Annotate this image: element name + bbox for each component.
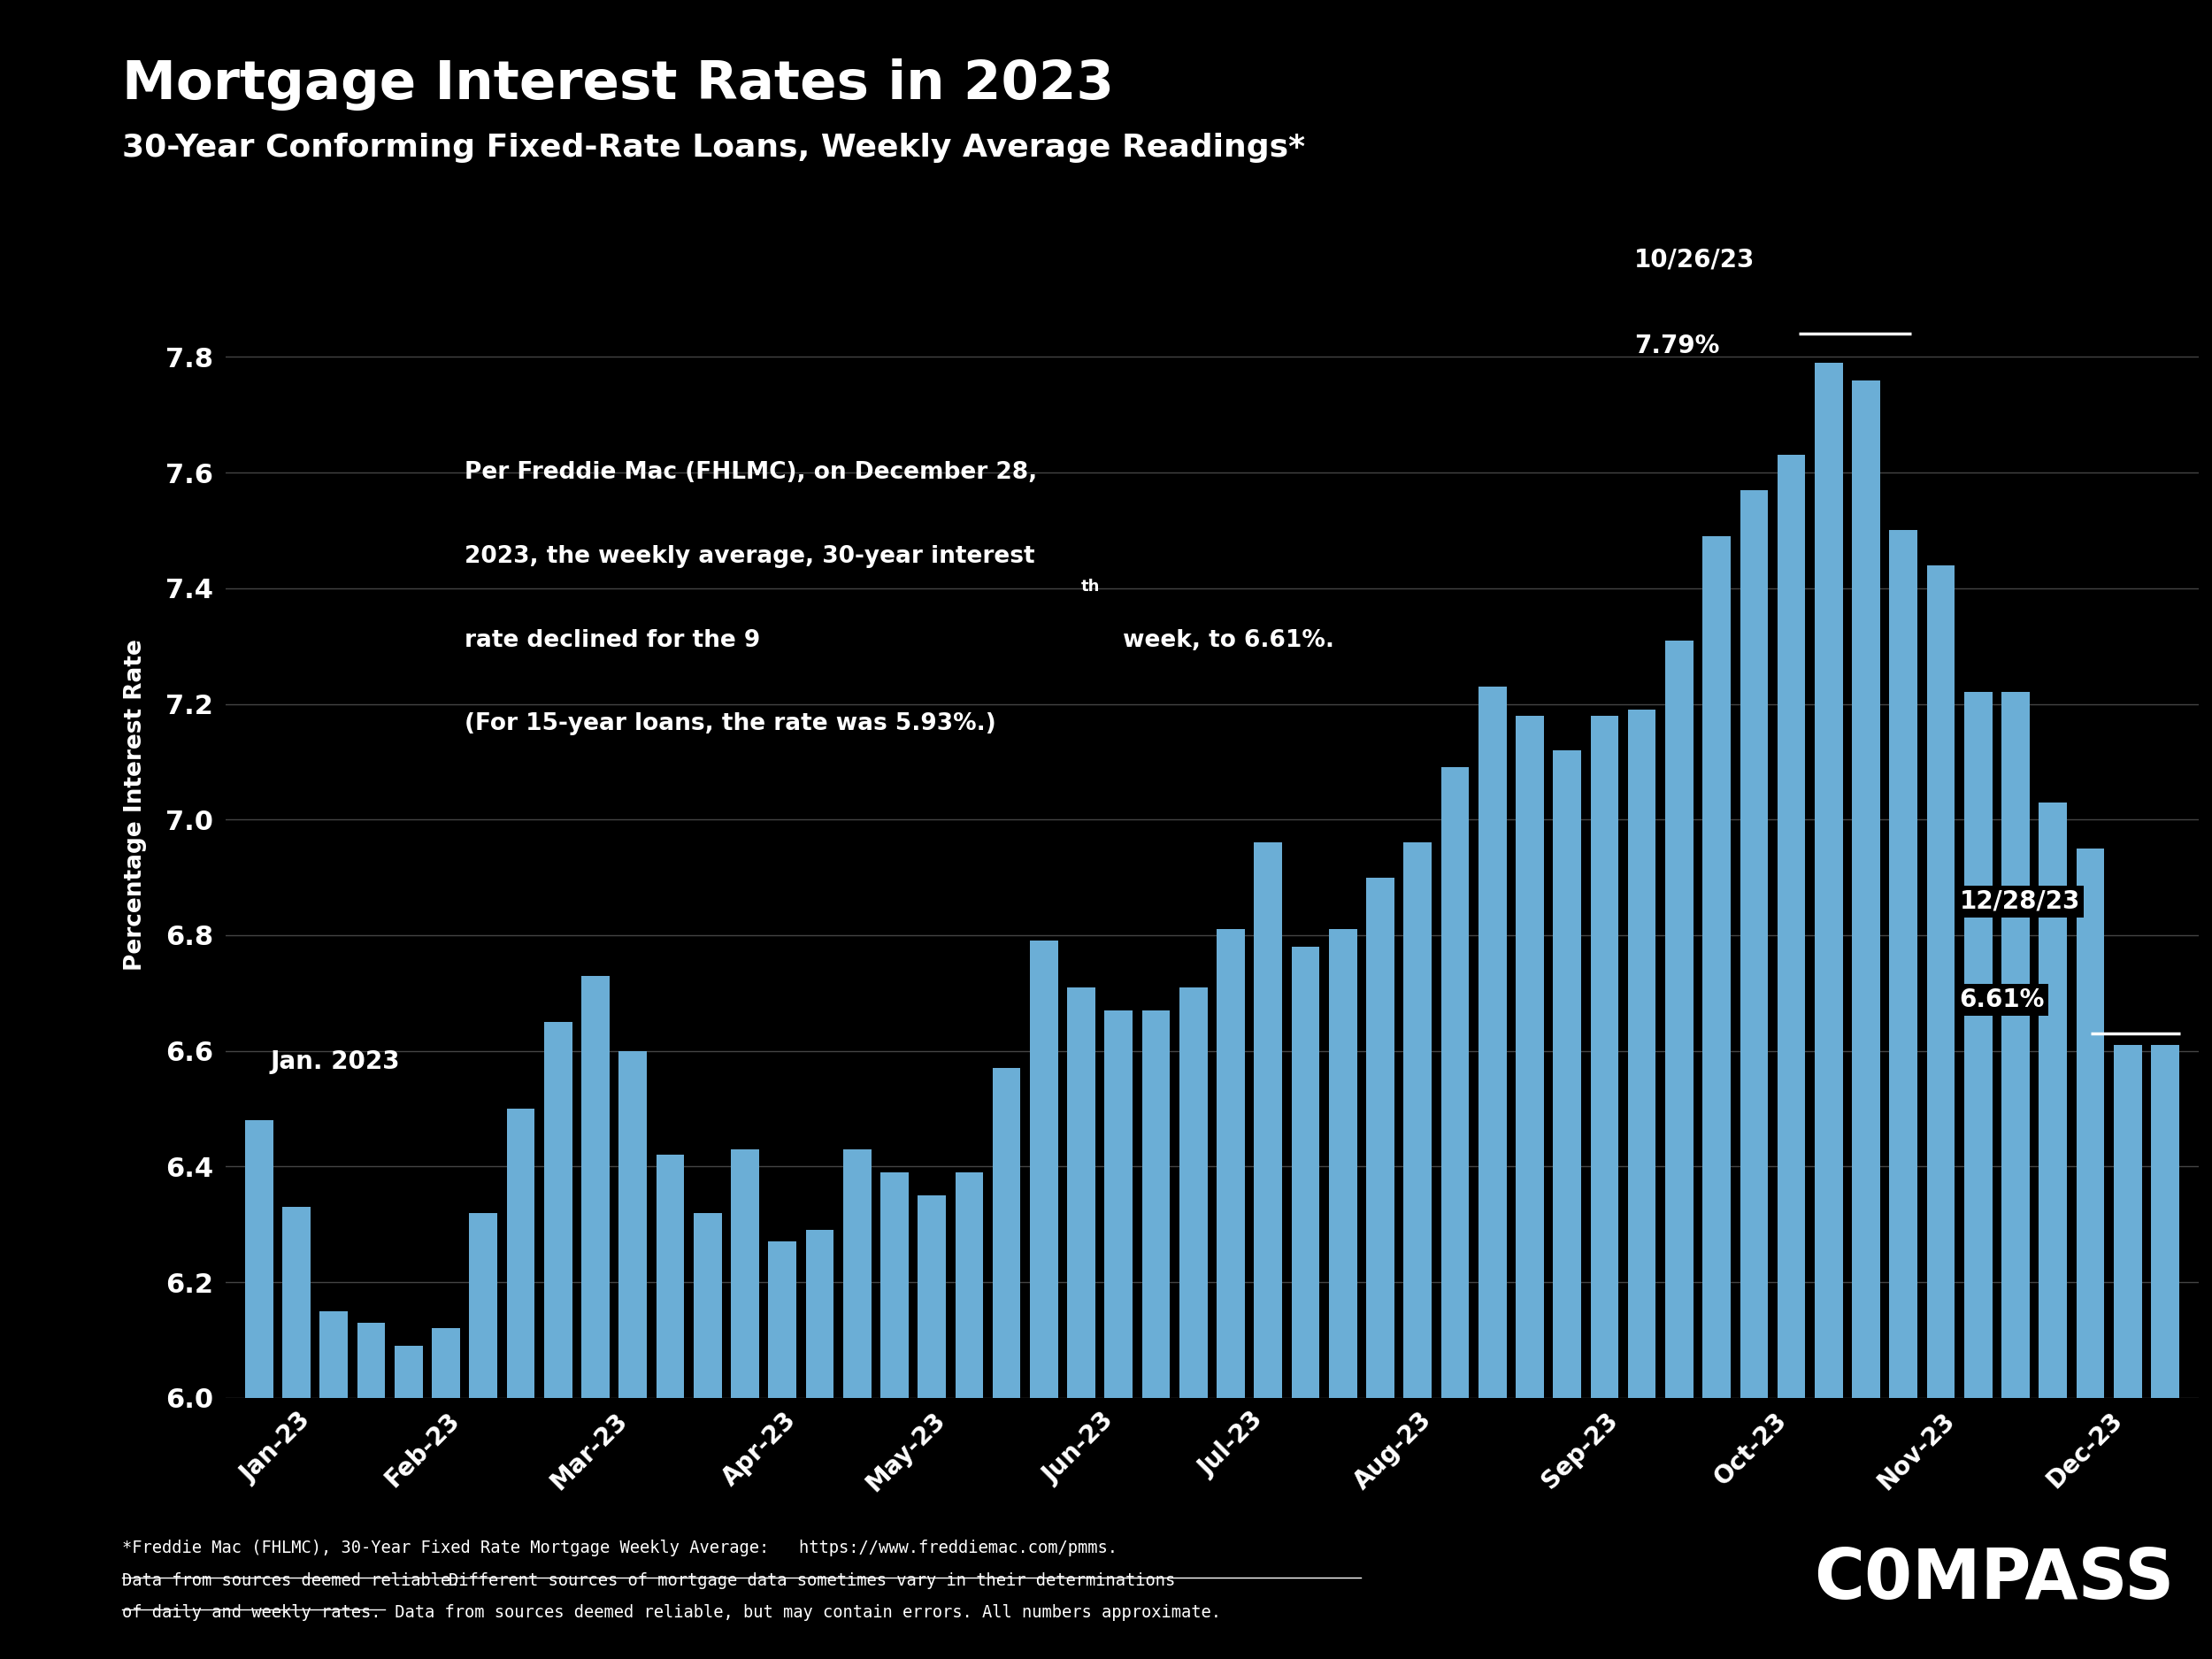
Text: week, to 6.61%.: week, to 6.61%. (1115, 629, 1334, 652)
Bar (2077, 848, 2104, 1659)
Bar (246, 1120, 272, 1659)
Bar (1292, 947, 1321, 1659)
Bar (993, 1068, 1020, 1659)
Bar (507, 1108, 535, 1659)
Text: Data from sources deemed reliable, but may contain errors. All numbers approxima: Data from sources deemed reliable, but m… (385, 1604, 1221, 1621)
Bar (619, 1050, 646, 1659)
Text: 6.61%: 6.61% (1960, 987, 2044, 1012)
Bar (657, 1155, 684, 1659)
Bar (394, 1345, 422, 1659)
Text: 30-Year Conforming Fixed-Rate Loans, Weekly Average Readings*: 30-Year Conforming Fixed-Rate Loans, Wee… (122, 133, 1305, 163)
Bar (2150, 1045, 2179, 1659)
Bar (805, 1229, 834, 1659)
Bar (1405, 843, 1431, 1659)
Bar (356, 1322, 385, 1659)
Bar (431, 1329, 460, 1659)
Bar (1553, 750, 1582, 1659)
Bar (1104, 1010, 1133, 1659)
Bar (1515, 715, 1544, 1659)
Bar (1068, 987, 1095, 1659)
Bar (1927, 566, 1955, 1659)
Text: rate declined for the 9: rate declined for the 9 (465, 629, 761, 652)
Bar (469, 1213, 498, 1659)
Bar (321, 1311, 347, 1659)
Text: *Freddie Mac (FHLMC), 30-Year Fixed Rate Mortgage Weekly Average:   https://www.: *Freddie Mac (FHLMC), 30-Year Fixed Rate… (122, 1540, 1117, 1556)
Bar (1590, 715, 1619, 1659)
Text: 10/26/23: 10/26/23 (1635, 247, 1754, 272)
Text: 7.79%: 7.79% (1635, 333, 1719, 358)
Text: Jan. 2023: Jan. 2023 (270, 1048, 400, 1073)
Text: Different sources of mortgage data sometimes vary in their determinations: Different sources of mortgage data somet… (449, 1573, 1177, 1589)
Bar (1889, 531, 1918, 1659)
Bar (918, 1196, 947, 1659)
Bar (956, 1173, 982, 1659)
Bar (2115, 1045, 2141, 1659)
Bar (582, 975, 611, 1659)
Text: C0MPASS: C0MPASS (1814, 1546, 2174, 1613)
Text: Data from sources deemed reliable.: Data from sources deemed reliable. (122, 1573, 471, 1589)
Text: th: th (1082, 579, 1099, 594)
Text: Per Freddie Mac (FHLMC), on December 28,: Per Freddie Mac (FHLMC), on December 28, (465, 461, 1037, 484)
Text: (For 15-year loans, the rate was 5.93%.): (For 15-year loans, the rate was 5.93%.) (465, 713, 995, 735)
Bar (1254, 843, 1283, 1659)
Bar (1964, 692, 1993, 1659)
Text: 2023, the weekly average, 30-year interest: 2023, the weekly average, 30-year intere… (465, 544, 1035, 567)
Bar (1367, 878, 1394, 1659)
Text: Mortgage Interest Rates in 2023: Mortgage Interest Rates in 2023 (122, 58, 1113, 109)
Bar (880, 1173, 909, 1659)
Bar (843, 1150, 872, 1659)
Bar (1440, 768, 1469, 1659)
Bar (695, 1213, 721, 1659)
Bar (1179, 987, 1208, 1659)
Bar (1217, 929, 1245, 1659)
Bar (1666, 640, 1692, 1659)
Bar (1814, 363, 1843, 1659)
Bar (1851, 380, 1880, 1659)
Bar (1741, 489, 1767, 1659)
Text: 12/28/23: 12/28/23 (1960, 889, 2079, 914)
Bar (1031, 941, 1057, 1659)
Bar (1478, 687, 1506, 1659)
Bar (1703, 536, 1730, 1659)
Bar (768, 1241, 796, 1659)
Bar (1628, 710, 1657, 1659)
Bar (544, 1022, 573, 1659)
Bar (2002, 692, 2031, 1659)
Bar (2039, 803, 2066, 1659)
Text: of daily and weekly rates.: of daily and weekly rates. (122, 1604, 380, 1621)
Bar (1141, 1010, 1170, 1659)
Y-axis label: Percentage Interest Rate: Percentage Interest Rate (124, 639, 146, 971)
Bar (283, 1208, 310, 1659)
Bar (1778, 455, 1805, 1659)
Bar (1329, 929, 1356, 1659)
Bar (730, 1150, 759, 1659)
